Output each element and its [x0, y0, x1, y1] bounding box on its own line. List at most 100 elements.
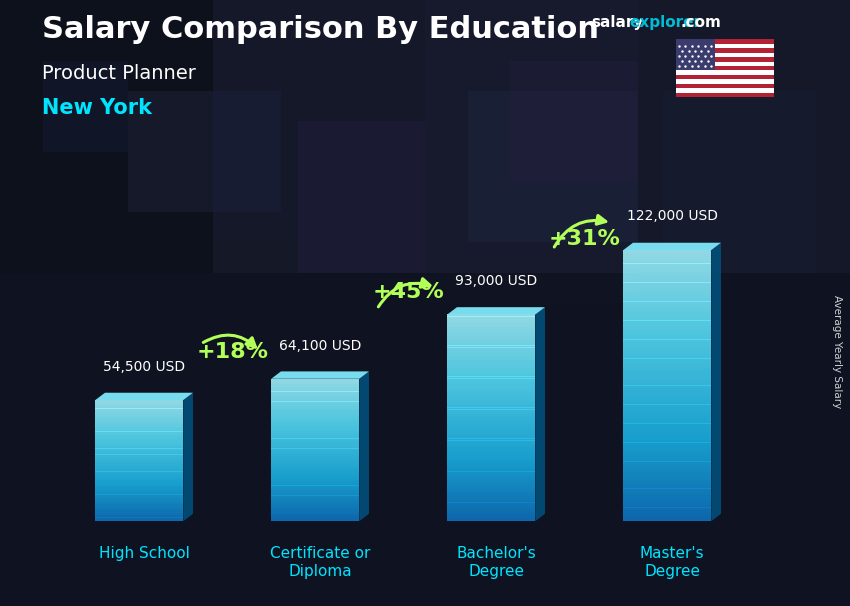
Bar — [271, 433, 360, 435]
Bar — [271, 425, 360, 427]
Bar — [623, 388, 711, 391]
Bar — [623, 502, 711, 505]
Bar — [95, 404, 184, 405]
Bar — [623, 459, 711, 462]
Bar — [95, 419, 184, 421]
Bar — [447, 432, 536, 435]
Bar — [447, 498, 536, 501]
Polygon shape — [360, 371, 369, 521]
Bar — [271, 500, 360, 501]
Bar — [271, 514, 360, 516]
Bar — [447, 478, 536, 480]
Bar — [623, 364, 711, 367]
Bar — [271, 501, 360, 502]
Polygon shape — [447, 307, 545, 315]
Bar — [623, 356, 711, 359]
Bar — [447, 438, 536, 441]
Bar — [447, 436, 536, 439]
Bar — [447, 442, 536, 445]
Bar — [447, 461, 536, 464]
Bar — [271, 458, 360, 460]
Bar — [447, 370, 536, 372]
Bar — [95, 425, 184, 427]
Bar — [447, 335, 536, 338]
Bar — [623, 310, 711, 313]
Bar — [447, 347, 536, 350]
Bar — [95, 470, 184, 471]
Bar — [95, 491, 184, 492]
Text: +31%: +31% — [548, 229, 620, 249]
Bar — [623, 426, 711, 429]
Bar — [271, 386, 360, 387]
Bar — [271, 419, 360, 420]
Bar — [95, 436, 184, 438]
Bar — [95, 423, 184, 424]
Bar — [447, 459, 536, 461]
Bar — [95, 490, 184, 491]
Bar — [271, 428, 360, 430]
Bar — [623, 326, 711, 328]
Bar — [95, 480, 184, 481]
Bar — [95, 519, 184, 520]
Bar — [95, 450, 184, 451]
Bar — [623, 475, 711, 478]
Bar — [676, 66, 774, 70]
Bar — [95, 508, 184, 509]
Bar — [271, 444, 360, 445]
Bar — [95, 513, 184, 514]
Bar — [676, 62, 774, 66]
Bar — [271, 407, 360, 408]
Bar — [623, 478, 711, 481]
Bar — [510, 61, 638, 182]
Bar — [95, 431, 184, 433]
Bar — [623, 318, 711, 321]
Bar — [623, 358, 711, 361]
Bar — [623, 288, 711, 291]
Bar — [95, 433, 184, 434]
Bar — [271, 382, 360, 383]
Bar — [271, 507, 360, 508]
Bar — [95, 503, 184, 504]
Bar — [95, 435, 184, 436]
Bar — [623, 394, 711, 396]
Bar — [623, 378, 711, 380]
Bar — [271, 420, 360, 421]
Bar — [623, 472, 711, 475]
Bar — [676, 93, 774, 97]
Bar — [623, 353, 711, 356]
Bar — [271, 496, 360, 497]
Bar — [623, 456, 711, 459]
Bar — [447, 362, 536, 364]
Bar — [447, 445, 536, 447]
Bar — [447, 457, 536, 459]
Bar — [623, 367, 711, 369]
Bar — [447, 372, 536, 375]
Bar — [447, 476, 536, 478]
Bar — [447, 345, 536, 348]
Bar — [623, 507, 711, 510]
Bar — [623, 304, 711, 307]
Bar — [623, 361, 711, 364]
Bar — [271, 435, 360, 436]
Bar — [271, 482, 360, 484]
Bar — [447, 389, 536, 391]
Bar — [623, 301, 711, 304]
Bar — [271, 464, 360, 465]
Bar — [95, 468, 184, 469]
Bar — [447, 448, 536, 451]
Text: Product Planner: Product Planner — [42, 64, 196, 82]
Bar — [447, 517, 536, 519]
Bar — [271, 437, 360, 439]
Bar — [271, 463, 360, 464]
Bar — [447, 414, 536, 416]
Bar — [447, 387, 536, 389]
Bar — [95, 505, 184, 507]
Bar — [623, 424, 711, 426]
Polygon shape — [95, 393, 193, 400]
Bar — [271, 508, 360, 510]
Bar — [95, 516, 184, 518]
Bar — [623, 461, 711, 464]
Bar — [676, 79, 774, 84]
Bar — [271, 447, 360, 448]
Bar — [95, 502, 184, 503]
